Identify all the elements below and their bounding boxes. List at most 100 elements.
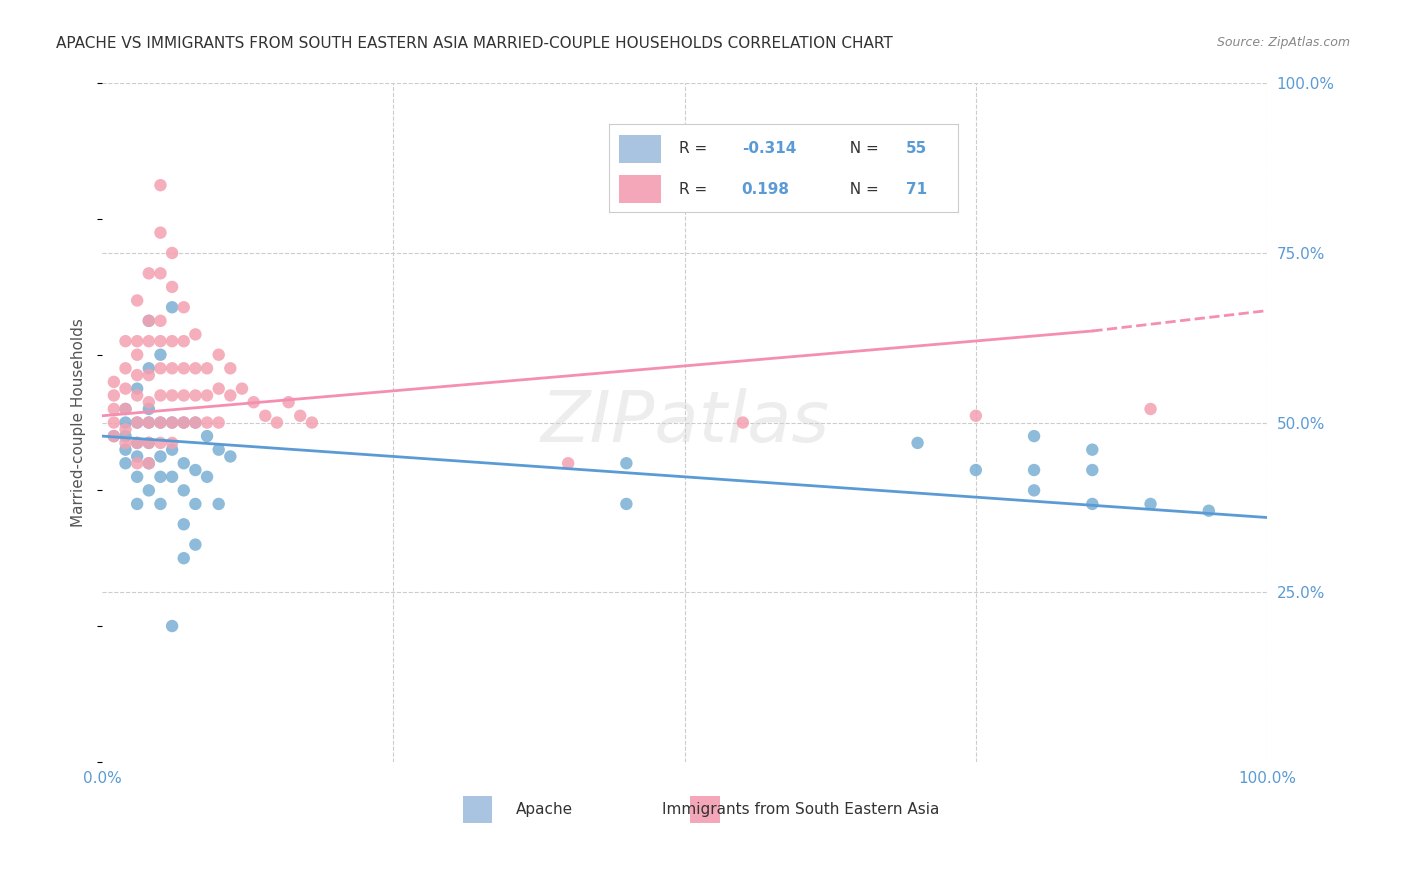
Point <box>114 429 136 443</box>
Point <box>160 388 183 402</box>
Point <box>138 314 160 328</box>
Point <box>138 334 160 348</box>
Point <box>138 436 160 450</box>
Point <box>208 497 231 511</box>
Point <box>127 436 149 450</box>
Point <box>149 178 172 193</box>
Point <box>184 497 207 511</box>
Point <box>965 409 987 423</box>
Point <box>184 538 207 552</box>
Point <box>160 416 183 430</box>
Point <box>114 456 136 470</box>
Point <box>160 334 183 348</box>
Point <box>1022 429 1045 443</box>
Point <box>127 470 149 484</box>
Point <box>184 361 207 376</box>
Point <box>965 463 987 477</box>
Point <box>149 450 172 464</box>
Point <box>1081 463 1104 477</box>
Point <box>1081 442 1104 457</box>
Point <box>1139 402 1161 417</box>
Point <box>160 300 183 314</box>
Point <box>127 293 149 308</box>
Point <box>149 334 172 348</box>
Point <box>907 436 929 450</box>
Point <box>127 450 149 464</box>
Point <box>1198 504 1220 518</box>
Point <box>184 416 207 430</box>
Point <box>114 436 136 450</box>
Point <box>290 409 312 423</box>
Point <box>149 497 172 511</box>
Point <box>138 314 160 328</box>
Point <box>173 416 195 430</box>
Point <box>184 416 207 430</box>
Point <box>557 456 579 470</box>
Text: Immigrants from South Eastern Asia: Immigrants from South Eastern Asia <box>662 803 939 817</box>
Point <box>173 551 195 566</box>
Point <box>103 416 125 430</box>
Point <box>173 456 195 470</box>
Point <box>138 416 160 430</box>
Point <box>149 416 172 430</box>
Point <box>195 429 218 443</box>
Point <box>160 246 183 260</box>
Point <box>114 422 136 436</box>
Point <box>1022 483 1045 498</box>
Point <box>149 416 172 430</box>
Point <box>160 470 183 484</box>
Point <box>149 226 172 240</box>
Point <box>127 416 149 430</box>
Point <box>114 382 136 396</box>
Point <box>149 314 172 328</box>
Point <box>138 266 160 280</box>
Point <box>173 517 195 532</box>
Point <box>160 416 183 430</box>
Point <box>138 402 160 417</box>
Point <box>242 395 264 409</box>
Point <box>160 442 183 457</box>
Point <box>184 463 207 477</box>
Point <box>184 327 207 342</box>
Point <box>127 382 149 396</box>
Point <box>208 382 231 396</box>
Point <box>127 368 149 382</box>
FancyBboxPatch shape <box>690 796 720 822</box>
Point <box>616 497 638 511</box>
Point <box>195 416 218 430</box>
Point <box>103 402 125 417</box>
Point <box>114 361 136 376</box>
Point <box>184 388 207 402</box>
Point <box>731 416 754 430</box>
Point <box>219 450 242 464</box>
Text: APACHE VS IMMIGRANTS FROM SOUTH EASTERN ASIA MARRIED-COUPLE HOUSEHOLDS CORRELATI: APACHE VS IMMIGRANTS FROM SOUTH EASTERN … <box>56 36 893 51</box>
Point <box>616 456 638 470</box>
Point <box>149 470 172 484</box>
Point <box>1022 463 1045 477</box>
Point <box>138 483 160 498</box>
FancyBboxPatch shape <box>464 796 492 822</box>
Point <box>208 442 231 457</box>
Point <box>195 361 218 376</box>
Point <box>127 497 149 511</box>
Point <box>127 456 149 470</box>
Point <box>114 442 136 457</box>
Point <box>1081 497 1104 511</box>
Y-axis label: Married-couple Households: Married-couple Households <box>72 318 86 527</box>
Point <box>173 416 195 430</box>
Point <box>138 456 160 470</box>
Point <box>138 368 160 382</box>
Point <box>127 436 149 450</box>
Point <box>149 388 172 402</box>
Point <box>160 619 183 633</box>
Point <box>149 348 172 362</box>
Point <box>138 361 160 376</box>
Text: Source: ZipAtlas.com: Source: ZipAtlas.com <box>1216 36 1350 49</box>
Point <box>1139 497 1161 511</box>
Point <box>138 416 160 430</box>
Point <box>160 280 183 294</box>
Point <box>103 375 125 389</box>
Point <box>114 416 136 430</box>
Point <box>138 395 160 409</box>
Point <box>114 402 136 417</box>
